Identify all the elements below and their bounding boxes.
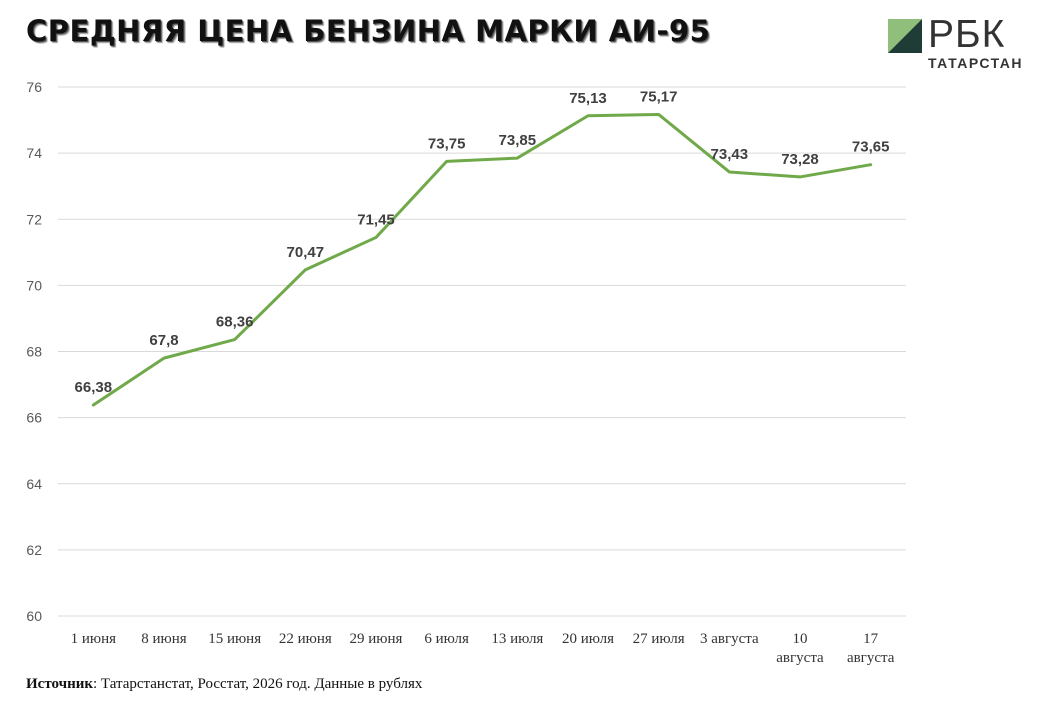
series-line [91,112,873,407]
y-tick-label: 68 [26,344,42,360]
y-tick-label: 74 [26,145,42,161]
x-tick-label: 22 июня [279,631,332,647]
x-tick-label: 29 июня [350,631,403,647]
data-label: 68,36 [216,314,254,331]
y-tick-label: 60 [26,608,42,624]
source-label: Источник [26,676,93,692]
data-label: 73,28 [781,151,819,168]
y-tick-label: 72 [26,211,42,227]
y-tick-label: 62 [26,542,42,558]
data-label: 73,75 [428,135,466,152]
x-tick-label: 1 июня [71,631,117,647]
x-tick-label: 27 июля [633,631,685,647]
data-label: 75,13 [569,90,607,107]
data-label: 73,65 [852,139,890,156]
x-tick-label: 20 июля [562,631,614,647]
x-tick-label: 8 июня [141,631,187,647]
data-label: 75,17 [640,88,678,105]
x-tick-label: 6 июля [424,631,469,647]
data-label: 66,38 [75,379,113,396]
data-label: 67,8 [149,332,178,349]
logo-subtitle: ТАТАРСТАН [928,55,1024,71]
source-text: : Татарстанстат, Росстат, 2026 год. Данн… [93,676,423,692]
y-tick-label: 66 [26,410,42,426]
logo-name: РБК [928,13,1006,56]
data-label: 71,45 [357,211,395,228]
x-tick-label: 10 августа [776,631,824,666]
rbc-tatarstan-logo: РБК ТАТАРСТАН [888,13,1028,77]
data-label: 73,43 [711,146,749,163]
x-tick-label: 13 июля [491,631,543,647]
x-tick-label: 15 июня [208,631,261,647]
y-tick-label: 64 [26,476,42,492]
data-label: 73,85 [499,132,537,149]
chart-title: СРЕДНЯЯ ЦЕНА БЕНЗИНА МАРКИ АИ-95 [26,14,711,48]
y-tick-label: 70 [26,277,42,293]
logo-mark-icon [888,19,922,53]
y-tick-label: 76 [26,79,42,95]
source-note: Источник: Татарстанстат, Росстат, 2026 г… [26,676,422,693]
x-tick-label: 17 августа [847,631,895,666]
x-tick-label: 3 августа [700,631,759,647]
data-label: 70,47 [287,244,325,261]
